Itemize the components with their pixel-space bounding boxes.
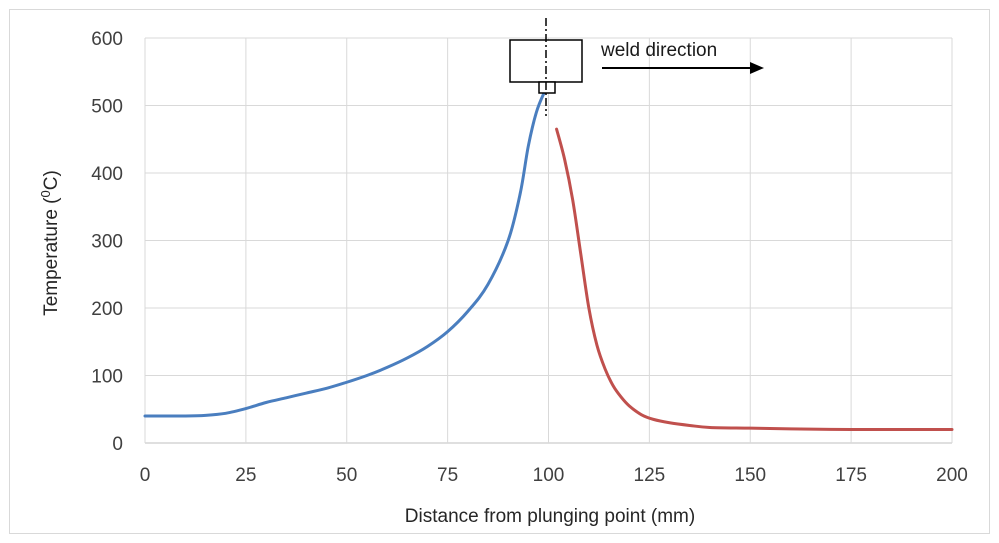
x-tick-label: 0 xyxy=(140,465,151,486)
chart-frame xyxy=(9,9,990,534)
x-tick-label: 100 xyxy=(533,465,565,486)
tool-pin xyxy=(538,81,556,94)
series-line-1 xyxy=(143,83,550,418)
y-axis-title-prefix: Temperature ( xyxy=(41,197,62,316)
weld-direction-arrow xyxy=(602,62,764,74)
tick-labels: 0 100 200 300 400 500 600 0 25 50 75 100 125 150 175 20… xyxy=(91,29,968,486)
y-tick-label: 100 xyxy=(91,367,123,388)
series-line-2 xyxy=(555,127,954,432)
y-tick-label: 500 xyxy=(91,97,123,118)
y-tick-label: 300 xyxy=(91,232,123,253)
x-tick-label: 200 xyxy=(936,465,968,486)
x-tick-label: 50 xyxy=(336,465,357,486)
x-tick-label: 75 xyxy=(437,465,458,486)
welding-tool-schematic xyxy=(509,18,583,116)
series-layer xyxy=(143,83,954,432)
weld-direction-label: weld direction xyxy=(600,40,717,61)
y-axis-title-superscript: 0 xyxy=(38,190,53,197)
y-axis-title-suffix: C) xyxy=(41,170,62,190)
y-tick-label: 400 xyxy=(91,164,123,185)
x-axis-title: Distance from plunging point (mm) xyxy=(405,506,695,527)
y-axis-title: Temperature (0C) xyxy=(38,170,62,316)
x-tick-label: 25 xyxy=(235,465,256,486)
x-tick-label: 175 xyxy=(835,465,867,486)
grid-lines xyxy=(144,37,953,444)
y-tick-label: 200 xyxy=(91,299,123,320)
x-tick-label: 125 xyxy=(634,465,666,486)
x-tick-label: 150 xyxy=(734,465,766,486)
y-tick-label: 0 xyxy=(112,434,123,455)
y-tick-label: 600 xyxy=(91,29,123,50)
